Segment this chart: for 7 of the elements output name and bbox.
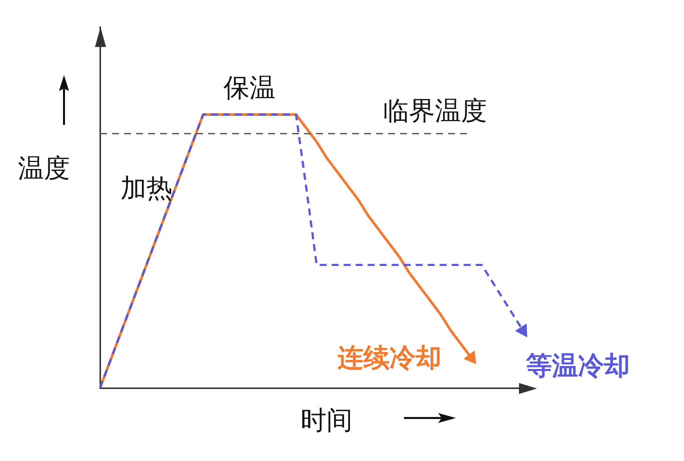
ref-line-label: 临界温度	[383, 96, 487, 126]
x-axis-title: 时间	[300, 406, 352, 436]
series-label: 连续冷却	[336, 344, 442, 374]
annotation: 加热	[120, 174, 172, 204]
y-axis-title: 温度	[18, 154, 70, 184]
series-label: 等温冷却	[525, 351, 630, 382]
annotation: 保温	[224, 73, 276, 104]
